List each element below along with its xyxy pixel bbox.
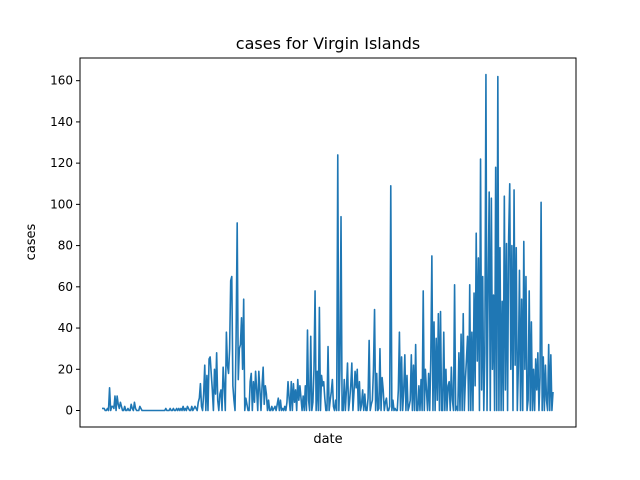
y-tick-label: 40 (58, 321, 73, 335)
y-tick-label: 60 (58, 280, 73, 294)
chart-title: cases for Virgin Islands (236, 34, 420, 53)
y-tick-label: 20 (58, 362, 73, 376)
cases-series-line (102, 73, 554, 412)
y-tick-label: 100 (50, 197, 73, 211)
y-tick-label: 80 (58, 239, 73, 253)
y-tick-label: 120 (50, 156, 73, 170)
y-tick-label: 140 (50, 115, 73, 129)
y-tick-label: 160 (50, 74, 73, 88)
x-axis-label: date (313, 432, 342, 447)
plot-frame (79, 57, 577, 428)
y-axis: 0 20 40 60 80 100 120 140 160 (50, 74, 80, 418)
y-tick-label: 0 (65, 404, 73, 418)
plot-area (102, 73, 554, 412)
y-axis-label: cases (24, 223, 39, 260)
